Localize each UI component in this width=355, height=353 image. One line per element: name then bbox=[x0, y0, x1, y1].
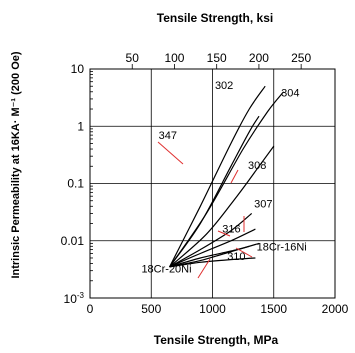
curve-302 bbox=[169, 85, 266, 268]
top-tick-label: 150 bbox=[207, 51, 227, 65]
y-tick-label: 10 bbox=[71, 62, 85, 76]
label-308: 308 bbox=[248, 160, 266, 172]
leader-18cr-20ni bbox=[197, 258, 211, 279]
x-tick-label: 1000 bbox=[199, 302, 226, 316]
series-labels: 302 304 347 308 307 316 18Cr-16Ni 310 18Cr-20Ni bbox=[141, 80, 306, 276]
grid-lines bbox=[90, 69, 335, 298]
y-min-tick-label: 10-3 bbox=[64, 291, 85, 306]
series-curves bbox=[169, 85, 285, 268]
label-18cr-16ni: 18Cr-16Ni bbox=[257, 241, 307, 253]
y-tick-label: 0.01 bbox=[61, 234, 85, 248]
x-axis-label: Tensile Strength, MPa bbox=[154, 333, 279, 347]
chart-title: Tensile Strength, ksi bbox=[157, 11, 273, 25]
top-axis-ticks: 50 100 150 200 250 bbox=[126, 51, 311, 69]
curve-307 bbox=[169, 228, 256, 268]
x-tick-label: 1500 bbox=[260, 302, 287, 316]
curve-308 bbox=[169, 145, 275, 268]
label-316: 316 bbox=[222, 223, 240, 235]
y-axis-label: Intrinsic Permeability at 16KA· M⁻¹ (200… bbox=[10, 51, 22, 278]
label-leaders bbox=[157, 141, 253, 279]
label-310: 310 bbox=[227, 251, 245, 263]
top-tick-label: 250 bbox=[291, 51, 311, 65]
label-302: 302 bbox=[215, 80, 233, 92]
x-tick-label: 2000 bbox=[322, 302, 349, 316]
y-axis-ticks: 10 1 0.1 0.01 bbox=[61, 62, 93, 282]
label-347: 347 bbox=[159, 130, 177, 142]
top-tick-label: 100 bbox=[164, 51, 184, 65]
top-tick-label: 50 bbox=[126, 51, 140, 65]
label-304: 304 bbox=[281, 88, 299, 100]
y-tick-label: 1 bbox=[77, 119, 84, 133]
leader-347 bbox=[157, 141, 184, 165]
leader-308 bbox=[230, 169, 239, 184]
x-axis-ticks: 0 500 1000 1500 2000 bbox=[87, 302, 349, 316]
curve-347 bbox=[169, 115, 260, 268]
y-tick-label: 0.1 bbox=[67, 177, 84, 191]
curve-18cr-16ni bbox=[169, 242, 260, 268]
plot-frame bbox=[89, 68, 336, 299]
leader-316 bbox=[217, 230, 231, 237]
label-18cr-20ni: 18Cr-20Ni bbox=[141, 263, 191, 275]
curve-316 bbox=[169, 212, 253, 268]
leader-18cr-16ni bbox=[235, 247, 253, 258]
x-tick-label: 500 bbox=[141, 302, 161, 316]
top-tick-label: 200 bbox=[249, 51, 269, 65]
label-307: 307 bbox=[254, 199, 272, 211]
x-tick-label: 0 bbox=[87, 302, 94, 316]
